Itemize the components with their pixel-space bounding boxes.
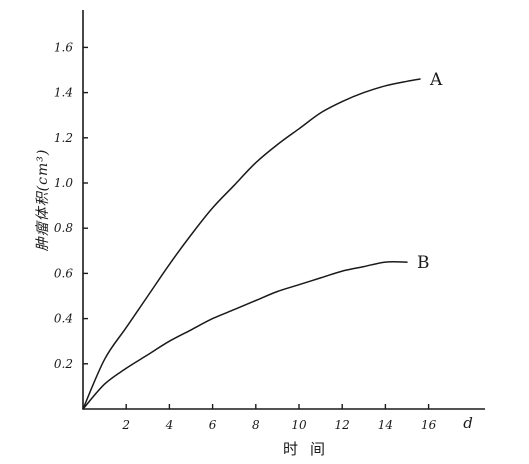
y-tick-label: 1.4: [54, 86, 73, 100]
series-label-a: A: [429, 70, 443, 90]
ticks: 2 4 6 8 10 12 14 16 0.2 0.4 0.6 0.8 1.0 1.2 1.4 1.6: [54, 40, 437, 432]
x-tick-label: 12: [335, 418, 350, 432]
y-tick-label: 0.4: [54, 312, 73, 326]
x-tick-label: 8: [252, 418, 260, 432]
series-line-b: [82, 260, 408, 410]
axes: [82, 10, 485, 410]
x-tick-label: 6: [209, 418, 217, 432]
x-tick-label: 16: [421, 418, 437, 432]
x-axis-title: 时间: [283, 440, 337, 458]
series-label-b: B: [417, 253, 430, 273]
y-tick-label: 0.6: [54, 266, 73, 280]
series-layer: AB: [82, 70, 443, 410]
y-tick-label: 0.2: [54, 357, 73, 371]
y-tick-label: 0.8: [54, 221, 73, 235]
x-tick-label: 2: [121, 418, 130, 432]
x-tick-label: 14: [378, 418, 393, 432]
series-line-a: [82, 78, 421, 410]
y-axis-title: 肿瘤体积(cm³): [35, 149, 51, 252]
y-tick-label: 1.6: [54, 40, 73, 54]
y-tick-label: 1.2: [54, 131, 73, 145]
y-tick-label: 1.0: [54, 176, 73, 190]
x-axis-unit: d: [463, 414, 473, 432]
x-tick-label: 10: [291, 418, 307, 432]
x-tick-label: 4: [165, 418, 174, 432]
